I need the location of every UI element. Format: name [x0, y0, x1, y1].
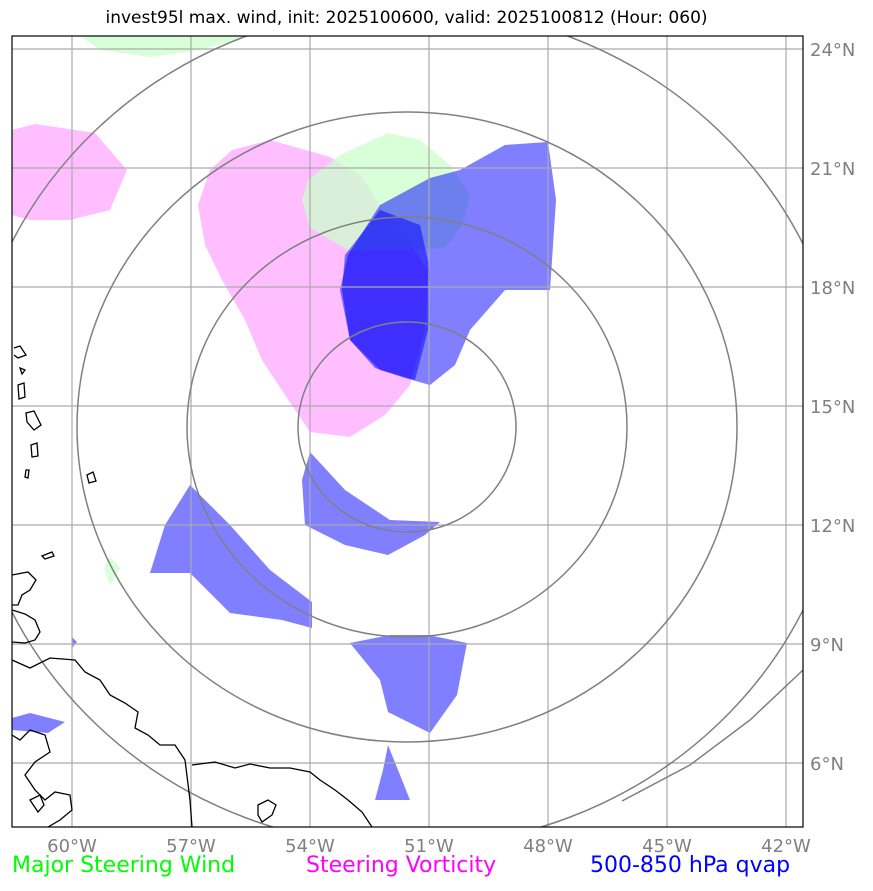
- island-2: [20, 368, 25, 374]
- qvap-region-speck: [72, 637, 77, 648]
- island-6: [25, 470, 29, 478]
- island-1: [14, 346, 26, 358]
- legend-qvap: 500-850 hPa qvap: [590, 853, 790, 878]
- legend-steering-wind: Major Steering Wind: [12, 853, 235, 878]
- track-arc: [622, 670, 803, 801]
- qvap-region-south: [350, 635, 467, 733]
- lat-label: 21°N: [810, 159, 855, 180]
- island-9: [12, 572, 36, 605]
- qvap-region-west: [150, 485, 312, 628]
- lat-label: 12°N: [810, 516, 855, 537]
- qvap-region-mid: [302, 452, 440, 555]
- latitude-labels: 24°N 21°N 18°N 15°N 12°N 9°N 6°N: [810, 40, 855, 775]
- coast-venezuela: [12, 658, 192, 827]
- island-4: [26, 411, 41, 430]
- wind-region-north: [80, 36, 250, 57]
- lat-label: 9°N: [810, 635, 844, 656]
- lat-label: 24°N: [810, 40, 855, 61]
- coast-guyana: [192, 762, 372, 827]
- island-3: [18, 383, 25, 399]
- qvap-region-coast: [12, 713, 65, 733]
- wind-region-small: [104, 557, 120, 585]
- coast-orinoco: [12, 730, 72, 827]
- legend-steering-vorticity: Steering Vorticity: [306, 853, 496, 878]
- qvap-region-far-south: [375, 745, 410, 800]
- vorticity-region-west: [12, 124, 127, 220]
- lat-label: 15°N: [810, 397, 855, 418]
- lat-label: 18°N: [810, 278, 855, 299]
- island-7: [87, 472, 96, 483]
- island-5: [31, 443, 38, 457]
- lat-label: 6°N: [810, 754, 844, 775]
- lon-label: 48°W: [523, 836, 573, 857]
- island-8: [42, 552, 54, 559]
- island-trinidad: [258, 800, 276, 822]
